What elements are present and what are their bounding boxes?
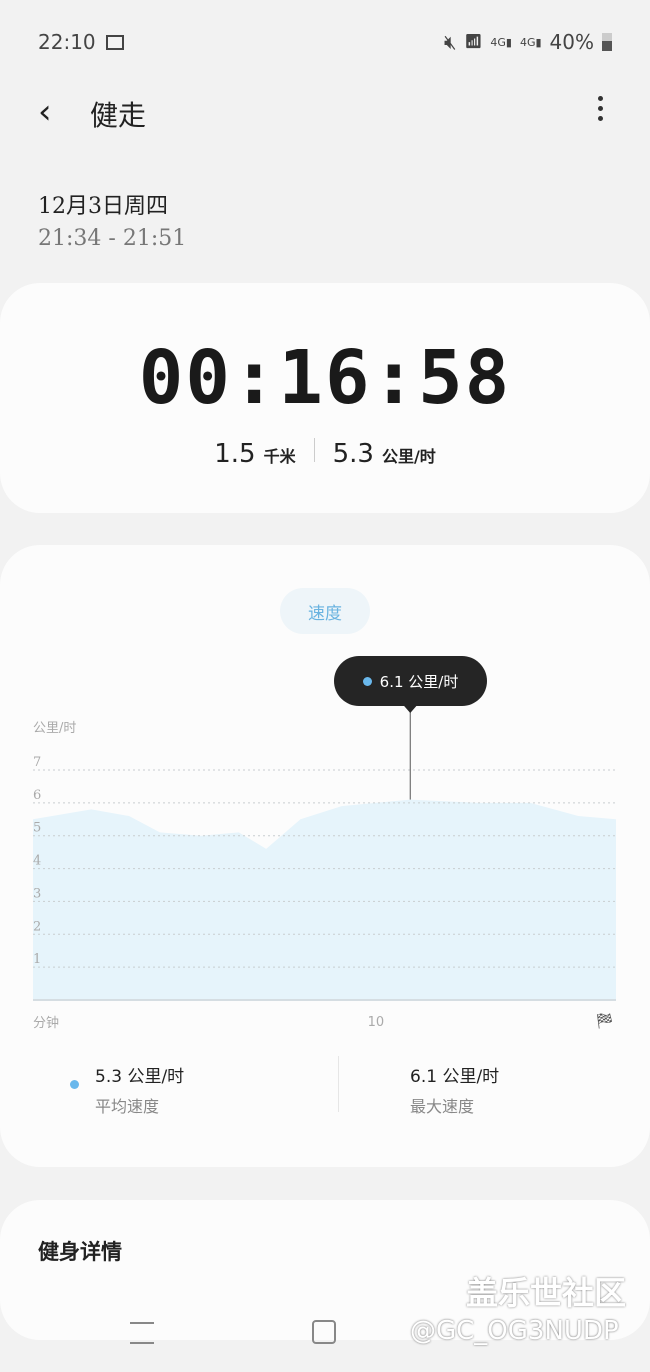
divider (313, 438, 315, 462)
nav-recent-button[interactable] (130, 1322, 154, 1344)
distance-value: 1.5 (214, 439, 256, 469)
series-dot-icon (362, 676, 372, 686)
summary-card: 00:16:58 1.5 千米 5.3 公里/时 (0, 283, 650, 513)
image-icon (105, 34, 124, 50)
y-tick-label: 7 (33, 755, 41, 770)
avg-speed-stat: 5.3 公里/时 平均速度 (70, 1062, 184, 1117)
page-title: 健走 (90, 99, 147, 132)
y-tick-label: 1 (33, 952, 41, 967)
nav-home-button[interactable] (312, 1320, 336, 1344)
y-tick-label: 3 (33, 886, 41, 901)
mute-icon: 🔇︎ (444, 30, 457, 54)
speed-unit: 公里/时 (381, 447, 436, 466)
details-title: 健身详情 (38, 1240, 122, 1264)
divider (338, 1056, 339, 1112)
tooltip-text: 6.1 公里/时 (379, 672, 459, 691)
y-axis-label: 公里/时 (33, 721, 76, 736)
y-tick-label: 2 (33, 919, 41, 934)
x-axis-label: 分钟 (33, 1015, 59, 1031)
distance-unit: 千米 (263, 447, 296, 466)
wifi-icon: 📶︎ (464, 34, 483, 50)
y-tick-label: 6 (33, 788, 41, 803)
x-tick-label: 10 (368, 1015, 385, 1030)
tooltip-pointer (403, 705, 418, 713)
more-options-button[interactable] (590, 96, 610, 121)
chart-tooltip: 6.1 公里/时 (334, 656, 487, 706)
watermark-user: @GC_OG3NUDP (410, 1316, 619, 1346)
session-date: 12月3日周四 (38, 194, 168, 219)
finish-flag-icon: 🏁︎ (595, 1012, 614, 1030)
speed-area (33, 799, 616, 1000)
tab-speed[interactable]: 速度 (280, 588, 370, 634)
battery-icon (602, 33, 612, 51)
avg-speed-label: 平均速度 (95, 1097, 160, 1116)
back-button[interactable]: ‹ (38, 92, 52, 132)
speed-value: 5.3 (332, 439, 374, 469)
max-speed-stat: 6.1 公里/时 最大速度 (410, 1062, 499, 1117)
speed-chart: 1 2 3 4 5 6 7 公里/时分钟 10 🏁︎ (33, 705, 616, 1031)
avg-dot-icon (70, 1080, 79, 1089)
max-speed-value: 6.1 公里/时 (410, 1067, 500, 1087)
session-time-range: 21:34 - 21:51 (38, 226, 187, 251)
watermark-logo: 盖乐世社区 (466, 1274, 627, 1312)
avg-speed-value: 5.3 公里/时 (95, 1067, 185, 1087)
max-speed-label: 最大速度 (410, 1097, 475, 1116)
y-tick-label: 5 (33, 821, 41, 836)
clock: 22:10 (38, 30, 96, 54)
duration: 00:16:58 (138, 335, 512, 421)
details-card[interactable]: 健身详情 (0, 1200, 650, 1340)
status-bar: 22:10 🔇︎ 📶︎ 4G▮ 4G▮ 40% (38, 28, 612, 56)
battery-level: 40% (549, 30, 594, 54)
y-tick-label: 4 (33, 854, 41, 869)
4g-signal-icon: 4G▮ (490, 35, 512, 49)
4g-signal-icon: 4G▮ (519, 35, 542, 49)
